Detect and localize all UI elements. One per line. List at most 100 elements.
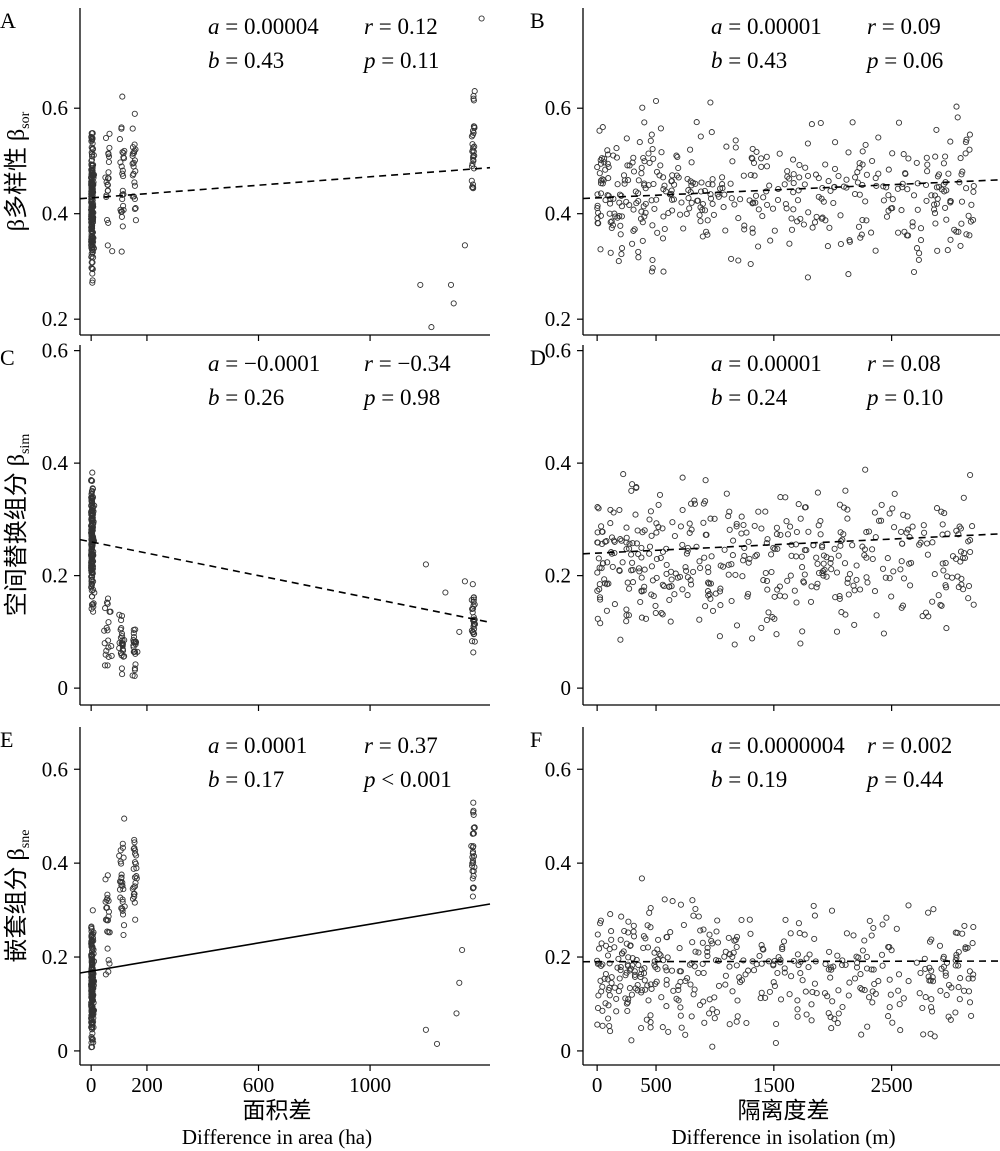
- data-point: [129, 144, 137, 151]
- data-point: [665, 1028, 672, 1035]
- data-point: [626, 540, 633, 547]
- data-point: [932, 153, 939, 160]
- data-point: [895, 987, 902, 994]
- data-point: [633, 484, 640, 491]
- data-point: [961, 554, 969, 562]
- data-point: [118, 208, 125, 215]
- data-point: [770, 979, 777, 986]
- data-point: [928, 967, 935, 974]
- data-point: [658, 149, 665, 156]
- data-point: [943, 992, 950, 999]
- data-point: [688, 960, 695, 967]
- y-tick-label: 0.4: [42, 851, 69, 875]
- data-point: [88, 584, 95, 591]
- data-point: [797, 515, 804, 522]
- data-point: [728, 561, 735, 568]
- data-point: [129, 172, 136, 179]
- data-point: [599, 176, 606, 183]
- data-point: [774, 586, 781, 593]
- data-point: [706, 996, 713, 1003]
- data-point: [120, 202, 127, 209]
- data-point: [118, 248, 125, 255]
- data-point: [953, 951, 960, 958]
- data-point: [610, 152, 617, 159]
- data-point: [830, 199, 837, 207]
- data-point: [647, 508, 654, 515]
- data-point: [119, 671, 126, 678]
- data-point: [88, 550, 95, 557]
- data-point: [471, 616, 478, 623]
- data-point: [663, 570, 670, 577]
- data-point: [623, 606, 630, 613]
- data-point: [849, 119, 856, 126]
- data-point: [104, 187, 111, 194]
- data-point: [900, 995, 907, 1002]
- data-point: [720, 204, 727, 211]
- data-point: [886, 976, 893, 983]
- data-point: [840, 531, 847, 538]
- data-point: [735, 257, 742, 264]
- data-point: [657, 554, 664, 561]
- stat-p: p < 0.001: [362, 767, 452, 792]
- data-point: [699, 960, 706, 967]
- data-point: [611, 984, 618, 991]
- data-point: [957, 242, 964, 249]
- data-point: [116, 611, 123, 618]
- data-point: [608, 534, 616, 541]
- data-point: [669, 172, 676, 179]
- data-point: [922, 181, 930, 189]
- data-point: [869, 999, 876, 1006]
- data-point: [933, 126, 940, 133]
- data-point: [677, 901, 684, 908]
- data-point: [845, 149, 852, 156]
- data-point: [734, 1013, 741, 1020]
- data-point: [89, 946, 96, 953]
- data-point: [687, 189, 694, 196]
- x-tick-label: 200: [131, 1073, 163, 1097]
- data-point: [706, 591, 713, 598]
- data-point: [910, 192, 918, 199]
- data-point: [89, 504, 96, 511]
- data-point: [844, 515, 851, 522]
- data-point: [706, 931, 713, 938]
- data-point: [861, 987, 868, 994]
- data-point: [469, 160, 476, 167]
- data-point: [815, 193, 822, 200]
- data-point: [766, 988, 773, 995]
- data-point: [895, 971, 903, 978]
- data-point: [623, 534, 630, 541]
- data-point: [738, 977, 745, 984]
- data-point: [799, 628, 806, 635]
- data-point: [827, 974, 834, 981]
- data-point: [694, 197, 701, 204]
- data-point: [846, 570, 853, 578]
- data-point: [729, 988, 736, 995]
- data-point: [106, 929, 113, 936]
- data-point: [628, 487, 635, 494]
- data-point: [843, 176, 850, 183]
- data-point: [942, 153, 949, 160]
- data-point: [674, 153, 681, 161]
- data-point: [119, 844, 126, 851]
- data-point: [121, 815, 128, 822]
- data-point: [965, 988, 973, 995]
- data-point: [602, 580, 609, 587]
- data-point: [675, 983, 682, 990]
- data-point: [805, 964, 812, 971]
- data-point: [809, 988, 816, 996]
- data-point: [900, 575, 908, 582]
- data-point: [88, 932, 95, 939]
- data-point: [801, 504, 809, 511]
- data-point: [678, 199, 685, 206]
- data-point: [896, 1001, 903, 1008]
- x-tick-label: 500: [640, 1073, 672, 1097]
- data-point: [955, 984, 962, 991]
- data-point: [714, 939, 722, 946]
- data-point: [728, 255, 735, 262]
- data-point: [679, 506, 686, 514]
- data-point: [942, 559, 949, 567]
- data-point: [88, 180, 95, 187]
- data-point: [957, 548, 965, 555]
- data-point: [843, 930, 850, 937]
- data-point: [715, 193, 722, 200]
